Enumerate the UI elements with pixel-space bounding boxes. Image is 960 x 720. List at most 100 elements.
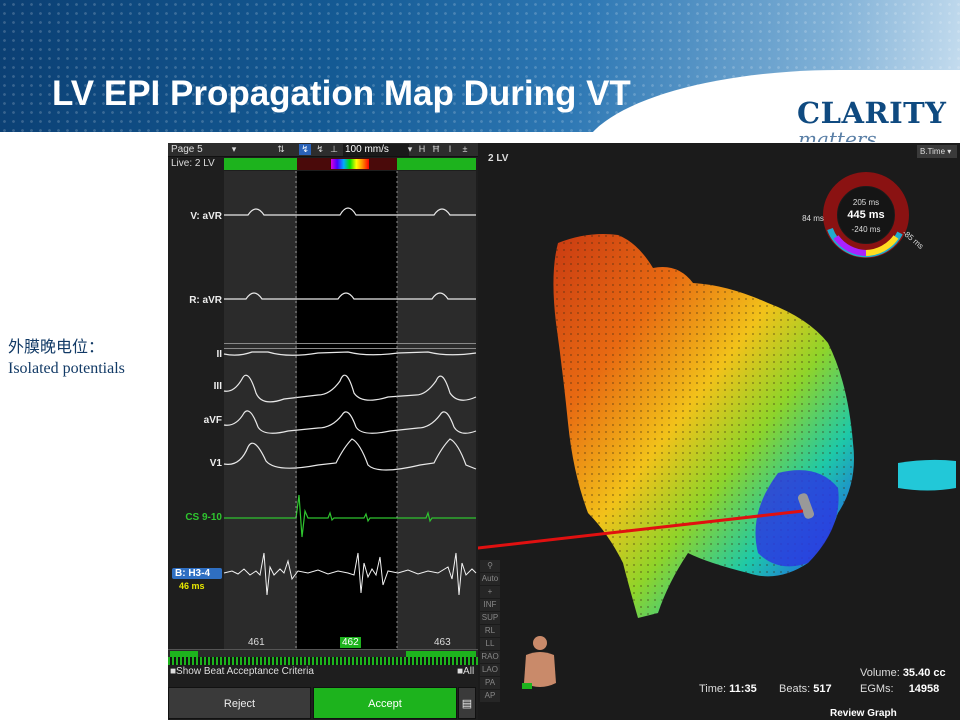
timeline-segment — [170, 651, 198, 657]
annotation-english: Isolated potentials — [8, 360, 125, 377]
view-ll[interactable]: LL — [480, 638, 500, 650]
caliper-tool-icon[interactable]: H — [418, 144, 426, 154]
channel-label[interactable]: V: aVR — [190, 211, 222, 222]
review-graph-button[interactable]: Review Graph — [830, 708, 897, 719]
view-ap[interactable]: AP — [480, 690, 500, 702]
trace-II — [223, 351, 477, 356]
selected-channel-label[interactable]: B: H3-4 — [172, 568, 222, 579]
vessel-branch — [898, 459, 956, 491]
view-lao[interactable]: LAO — [480, 664, 500, 676]
accepted-beats-strip[interactable] — [168, 657, 478, 665]
view-sup[interactable]: SUP — [480, 612, 500, 624]
egm-panel: Page 5 ▾ ⇅ ↯ ↯ ⊥ 100 mm/s ▾ H Ħ I ± Live… — [168, 143, 478, 720]
speed-dropdown-icon[interactable]: ▾ — [407, 144, 413, 154]
annotation-tool-icon[interactable]: ↯ — [299, 144, 311, 155]
trace-aVR-1 — [224, 207, 476, 216]
local-activation-time: 46 ms — [179, 581, 205, 591]
wave-tool-icon[interactable]: ↯ — [316, 144, 324, 154]
caliper-vertical-icon[interactable]: I — [448, 144, 452, 154]
clarity-logo: CLARITY — [797, 96, 947, 130]
window-of-interest — [297, 171, 397, 649]
beat-acceptance-checkbox[interactable]: ■Show Beat Acceptance Criteria — [170, 666, 314, 677]
side-annotation: 外膜晚电位： Isolated potentials — [8, 337, 125, 379]
view-pa[interactable]: PA — [480, 677, 500, 689]
map-panel: 2 LV B.Time ▾ — [478, 143, 960, 720]
slide-title: LV EPI Propagation Map During VT — [52, 74, 631, 113]
live-map-label: Live: 2 LV — [171, 158, 215, 169]
channel-divider — [224, 348, 476, 349]
timeline-segment — [406, 651, 476, 657]
channel-label[interactable]: CS 9-10 — [185, 512, 222, 523]
map-title: 2 LV — [488, 153, 509, 164]
all-label: All — [463, 666, 475, 677]
accept-button[interactable]: Accept — [313, 687, 457, 719]
time-value: 11:35 — [729, 683, 757, 695]
header-banner — [0, 0, 960, 132]
channel-divider — [224, 343, 476, 344]
volume-label: Volume: — [860, 667, 900, 679]
trace-h3-4 — [223, 552, 477, 596]
trace-III — [223, 374, 477, 403]
beats-stat: Beats: 517 — [779, 683, 832, 695]
map-mode-select[interactable]: B.Time ▾ — [917, 145, 957, 158]
egm-toolbar: Page 5 ▾ ⇅ ↯ ↯ ⊥ 100 mm/s ▾ H Ħ I ± — [168, 143, 478, 157]
ring-max-time: 205 ms — [852, 198, 880, 207]
volume-value: 35.40 cc — [902, 667, 946, 679]
channel-label[interactable]: aVF — [203, 415, 222, 426]
egms-stat: EGMs: 14958 — [860, 683, 939, 695]
egms-label: EGMs: — [860, 683, 894, 695]
color-scale-bar — [331, 159, 369, 169]
trace-cs-9-10 — [224, 494, 476, 538]
view-rl[interactable]: RL — [480, 625, 500, 637]
clarity-tagline: matters — [798, 127, 877, 142]
current-beat-number[interactable]: 462 — [340, 637, 361, 648]
caliper-cross-icon[interactable]: ± — [462, 144, 468, 154]
sweep-speed-select[interactable]: 100 mm/s — [343, 144, 409, 156]
page-dropdown-icon[interactable]: ▾ — [231, 144, 237, 154]
page-selector[interactable]: Page 5 — [171, 144, 203, 155]
map-mode-label: B.Time — [920, 147, 946, 156]
time-stat: Time: 11:35 — [699, 683, 757, 695]
propagation-map[interactable] — [478, 143, 960, 720]
egm-traces — [223, 171, 477, 649]
view-tool-icon[interactable]: ⚲ — [480, 560, 500, 572]
channel-label[interactable]: R: aVR — [189, 295, 222, 306]
view-rao[interactable]: RAO — [480, 651, 500, 663]
beats-label: Beats: — [779, 683, 811, 695]
beat-number[interactable]: 463 — [434, 637, 451, 648]
marker-tool-icon[interactable]: ⊥ — [330, 144, 338, 154]
activation-ring — [823, 172, 909, 258]
beats-value: 517 — [813, 683, 832, 695]
trace-aVR-2 — [224, 292, 476, 300]
catheter-tip — [797, 493, 815, 519]
egms-value: 14958 — [908, 683, 940, 695]
beat-number[interactable]: 461 — [248, 637, 265, 648]
auto-scale-icon[interactable]: ⇅ — [277, 144, 285, 154]
propagation-arrow — [478, 509, 804, 550]
post-window-area — [397, 171, 476, 649]
trace-aVF — [223, 410, 477, 434]
view-auto[interactable]: Auto — [480, 573, 500, 585]
channel-label[interactable]: II — [216, 349, 222, 360]
blue-region — [755, 470, 839, 567]
channel-label[interactable]: III — [213, 381, 222, 392]
volume-stat: Volume: 35.40 cc — [860, 667, 946, 679]
notes-icon[interactable]: ▤ — [458, 687, 476, 719]
orientation-figure-icon[interactable] — [520, 633, 560, 697]
view-toolbar: ⚲ Auto + INF SUP RL LL RAO LAO PA AP — [480, 560, 500, 703]
ring-left-time: 84 ms — [802, 214, 824, 223]
ring-cycle-length: 445 ms — [847, 209, 885, 221]
ring-min-time: -240 ms — [851, 225, 881, 234]
channel-label[interactable]: V1 — [209, 458, 222, 469]
criteria-label: Show Beat Acceptance Criteria — [176, 666, 314, 677]
annotation-chinese: 外膜晚电位： — [8, 339, 105, 356]
all-checkbox[interactable]: ■All — [457, 666, 475, 677]
view-zoom-in[interactable]: + — [480, 586, 500, 598]
time-label: Time: — [699, 683, 727, 695]
beat-timeline[interactable] — [168, 649, 478, 657]
reject-button[interactable]: Reject — [168, 687, 311, 719]
caliper-double-icon[interactable]: Ħ — [432, 144, 440, 154]
trace-V1 — [223, 438, 477, 471]
view-inf[interactable]: INF — [480, 599, 500, 611]
